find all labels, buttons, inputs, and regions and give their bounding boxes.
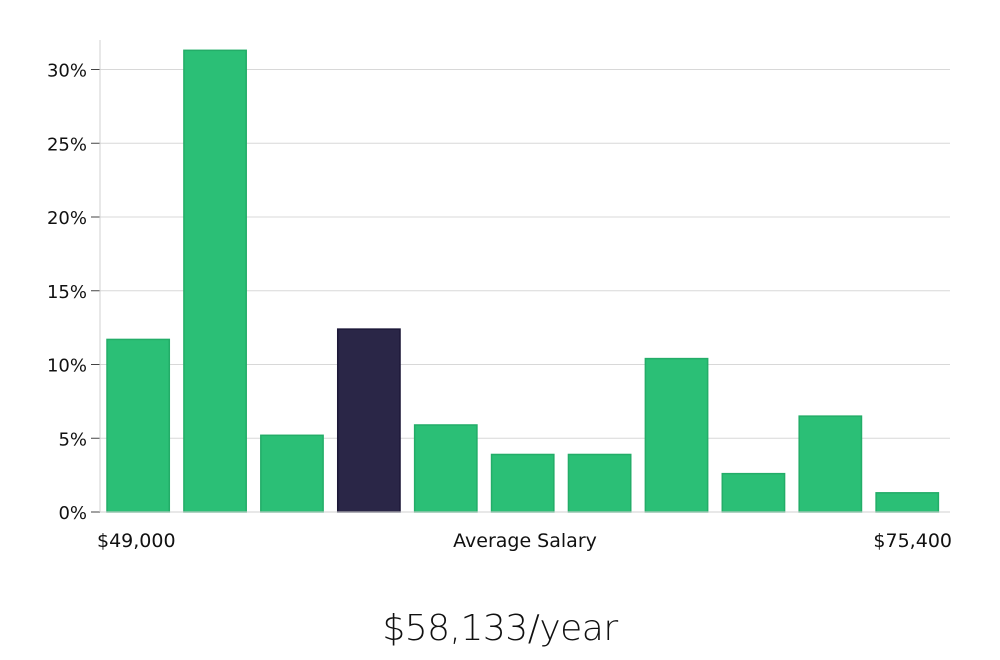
x-axis-max-label: $75,400 [873,530,952,552]
y-tick-label: 30% [47,61,87,82]
bar [106,338,171,513]
bar [490,453,555,513]
average-salary-value: $58,133/year [382,608,618,649]
bar [875,492,940,513]
y-tick-label: 25% [47,134,87,155]
salary-histogram-chart: 0% 5% 10% 15% 20% 25% 30% $49,000 Average Sala… [47,40,952,552]
y-tick-label: 5% [58,429,87,450]
x-axis-title: Average Salary [453,530,597,552]
bar [183,49,247,513]
bar [721,472,786,513]
bar-highlight [336,328,401,513]
bar [567,453,632,513]
bar [798,415,863,513]
y-tick-label: 0% [58,503,87,524]
bar [413,424,478,513]
y-axis-ticks: 0% 5% 10% 15% 20% 25% 30% [47,61,100,524]
y-tick-label: 20% [47,208,87,229]
bar [644,357,709,513]
bars [106,49,940,513]
y-tick-label: 10% [47,356,87,377]
bar [260,434,324,513]
y-tick-label: 15% [47,282,87,303]
x-axis-min-label: $49,000 [97,530,176,552]
